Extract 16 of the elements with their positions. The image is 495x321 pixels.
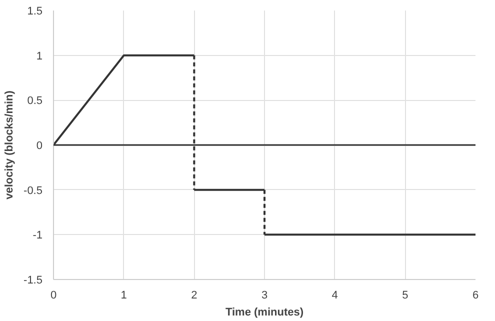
x-tick-label: 5 [402,290,408,302]
x-tick-label: 4 [332,290,338,302]
y-tick-label: -1.5 [24,274,43,286]
x-tick-label: 2 [191,290,198,302]
x-tick-label: 6 [472,290,479,302]
y-tick-label: -0.5 [24,184,43,197]
x-tick-label: 3 [261,290,268,302]
x-axis-title: Time (minutes) [225,306,304,318]
y-tick-label: 1 [36,50,43,62]
y-tick-label: -1 [32,230,42,242]
y-tick-label: 1.5 [27,6,43,18]
y-tick-label: 0 [36,140,43,152]
x-tick-label: 1 [120,290,127,302]
x-tick-label: 0 [50,290,57,302]
y-tick-label: 0.5 [27,95,43,108]
y-axis-title: velocity (blocks/min) [4,90,16,200]
